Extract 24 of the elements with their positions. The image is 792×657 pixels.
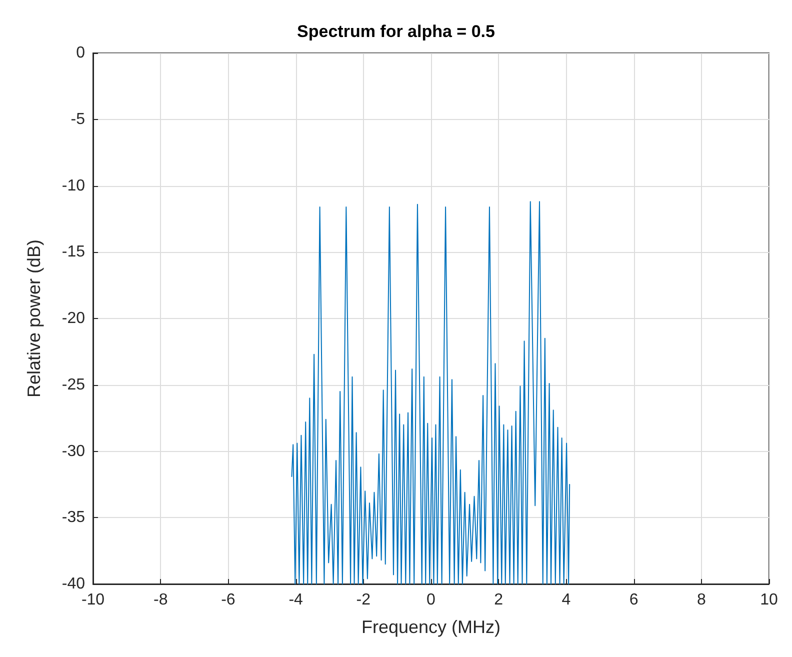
x-axis-title: Frequency (MHz) bbox=[361, 617, 501, 637]
x-tick-label: 10 bbox=[760, 592, 778, 608]
y-tick-label: 0 bbox=[76, 44, 86, 62]
y-tick-label: -25 bbox=[62, 376, 86, 394]
y-axis-title: Relative power (dB) bbox=[24, 239, 44, 398]
y-tick-label: -15 bbox=[62, 244, 86, 261]
x-tick-label: 6 bbox=[629, 592, 638, 608]
x-tick-label: 8 bbox=[696, 592, 706, 608]
x-tick-label: -2 bbox=[356, 592, 371, 608]
line-series bbox=[291, 201, 570, 584]
x-tick-label: -4 bbox=[288, 592, 304, 608]
y-tick-label: -35 bbox=[62, 509, 86, 526]
y-tick-label: -5 bbox=[70, 110, 86, 128]
y-tick-label: -10 bbox=[62, 177, 86, 194]
y-tick-label: -40 bbox=[62, 576, 86, 592]
y-tick-label: -20 bbox=[62, 310, 86, 327]
x-tick-label: -10 bbox=[81, 592, 105, 608]
chart-title: Spectrum for alpha = 0.5 bbox=[297, 22, 495, 41]
x-tick-label: 0 bbox=[426, 592, 436, 608]
x-tick-label: 4 bbox=[562, 592, 571, 608]
x-tick-label: -6 bbox=[221, 592, 236, 608]
y-tick-label: -30 bbox=[62, 442, 86, 460]
x-tick-label: -8 bbox=[153, 592, 168, 608]
x-tick-label: 2 bbox=[494, 592, 504, 608]
